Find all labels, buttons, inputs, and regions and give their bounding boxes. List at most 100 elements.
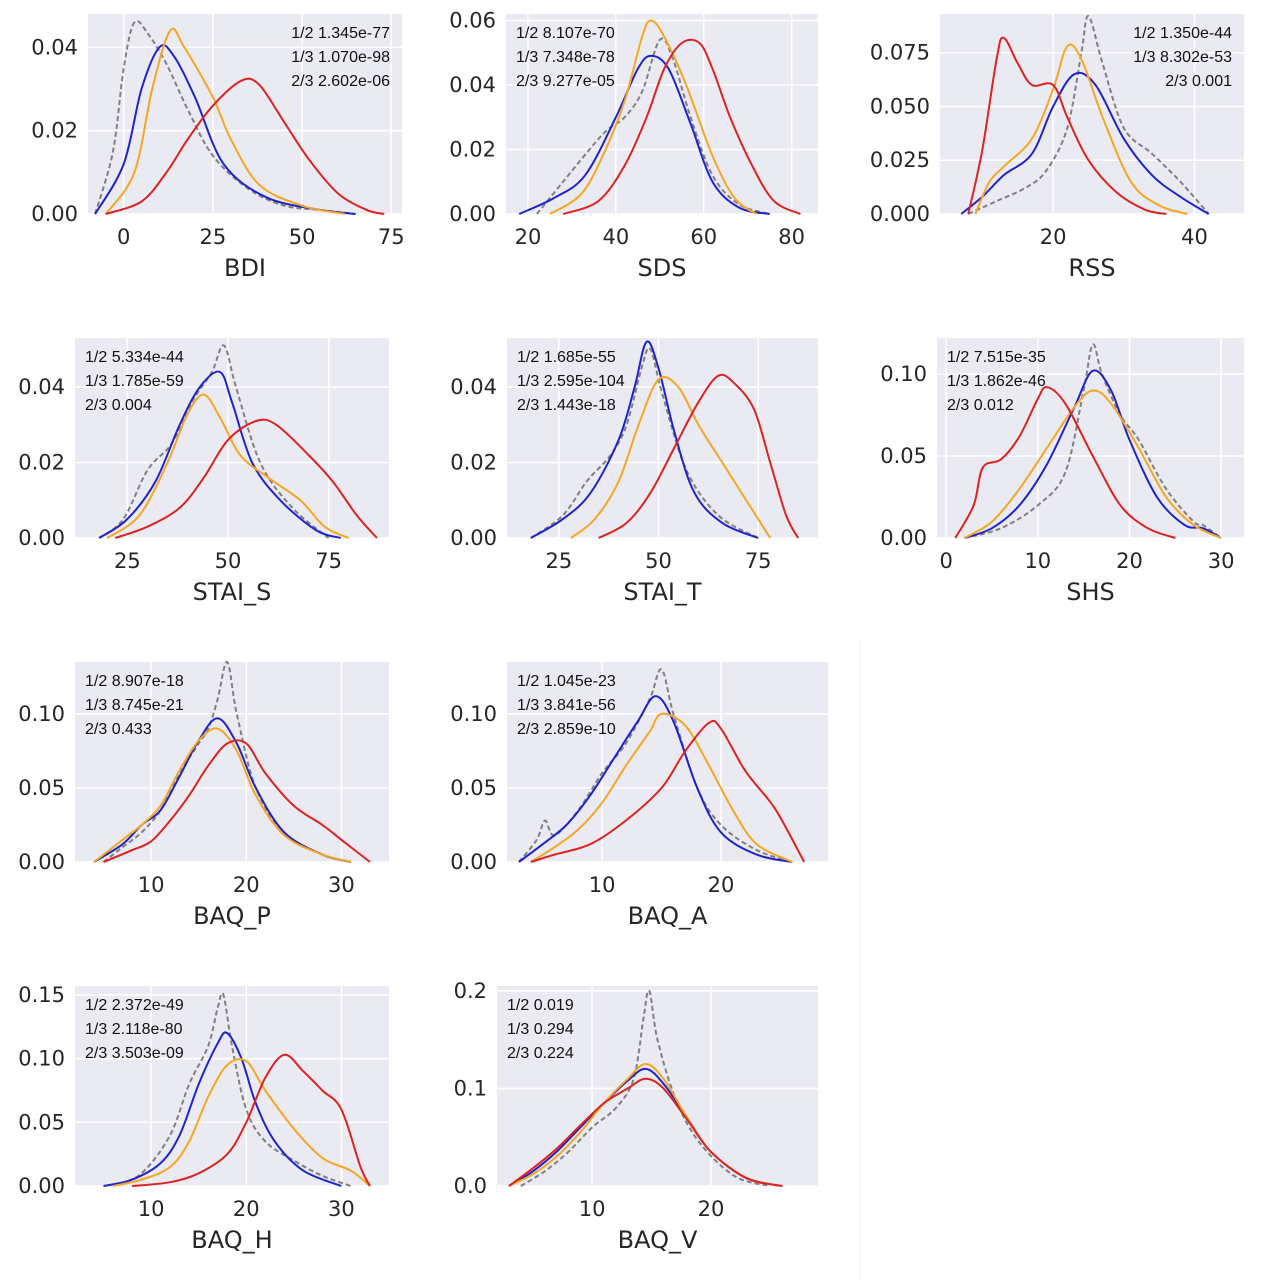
pvalue-annotation: 1/2 1.345e-77 (291, 25, 390, 42)
plot-area (937, 338, 1244, 538)
density-curve-g3 (562, 38, 801, 215)
x-tick-label: 25 (114, 549, 141, 573)
x-tick-label: 20 (698, 1197, 725, 1221)
density-curve-g0 (518, 668, 793, 863)
density-curve-g2 (104, 27, 346, 215)
y-tick-label: 0.10 (450, 702, 497, 726)
y-tick-label: 0.00 (449, 202, 496, 226)
pvalue-annotation: 2/3 2.859e-10 (517, 721, 616, 738)
y-tick-label: 0.02 (31, 119, 78, 143)
y-tick-label: 0.05 (18, 776, 65, 800)
pvalue-annotation: 2/3 3.503e-09 (85, 1045, 184, 1062)
x-tick-label: 20 (708, 873, 735, 897)
chart-baq_p: 10 20 30 0.00 0.05 0.10 1/2 8.907e-18 1/3 8.745… (18, 660, 389, 930)
chart-rss: 20 40 0.000 0.025 0.050 0.075 1/2 1.350e-44 1/3… (870, 14, 1244, 282)
x-axis-label: BAQ_V (618, 1226, 698, 1254)
density-curve-g0 (98, 344, 330, 539)
x-tick-label: 20 (233, 873, 260, 897)
pvalue-annotation: 2/3 9.277e-05 (516, 73, 615, 90)
density-curve-g2 (530, 712, 793, 863)
y-tick-label: 0.025 (870, 148, 930, 172)
x-axis-label: BAQ_P (193, 902, 271, 930)
y-tick-label: 0.05 (18, 1110, 65, 1134)
density-curve-g2 (549, 19, 758, 215)
y-tick-label: 0.02 (450, 451, 497, 475)
chart-baq_a: 10 20 0.00 0.05 0.10 1/2 1.045e-23 1/3 3.841e-… (450, 662, 828, 930)
chart-sds: 20 40 60 80 0.00 0.02 0.04 0.06 1/2 8.107e-70 1/3… (449, 8, 818, 282)
plot-area (507, 662, 828, 862)
density-curve-g0 (520, 989, 771, 1187)
density-curve-g0 (530, 346, 759, 539)
density-curve-g1 (960, 71, 1210, 215)
x-tick-label: 30 (328, 873, 355, 897)
density-curve-g1 (98, 370, 342, 539)
x-tick-label: 10 (138, 873, 165, 897)
y-tick-label: 0.04 (31, 35, 78, 59)
density-curve-g2 (963, 389, 1222, 539)
x-tick-label: 20 (515, 225, 542, 249)
plot-area (497, 986, 818, 1186)
pvalue-annotation: 1/2 7.515e-35 (947, 349, 1046, 366)
pvalue-annotation: 2/3 1.443e-18 (517, 397, 616, 414)
y-tick-label: 0.00 (18, 1174, 65, 1198)
density-curve-g2 (974, 43, 1188, 215)
x-tick-label: 75 (315, 549, 342, 573)
x-tick-label: 60 (690, 225, 717, 249)
pvalue-annotation: 1/3 2.595e-104 (517, 373, 625, 390)
x-tick-label: 0 (117, 225, 130, 249)
density-curve-g3 (103, 739, 371, 863)
pvalue-annotation: 1/3 0.294 (507, 1021, 574, 1038)
y-tick-label: 0.10 (18, 1047, 65, 1071)
density-curve-g1 (530, 340, 759, 539)
pvalue-annotation: 1/2 8.107e-70 (516, 25, 615, 42)
density-curve-g0 (112, 992, 352, 1187)
density-curve-g3 (530, 719, 806, 863)
y-tick-label: 0.02 (449, 137, 496, 161)
y-tick-label: 0.2 (454, 979, 487, 1003)
pvalue-annotation: 1/3 2.118e-80 (85, 1021, 183, 1038)
pvalue-annotation: 2/3 0.433 (85, 721, 152, 738)
pvalue-annotation: 1/3 1.070e-98 (291, 49, 390, 66)
x-tick-label: 40 (1181, 225, 1208, 249)
y-tick-label: 0.05 (450, 776, 497, 800)
density-curve-g2 (570, 375, 772, 539)
x-tick-label: 10 (579, 1197, 606, 1221)
pvalue-annotation: 2/3 0.224 (507, 1045, 574, 1062)
pvalue-annotation: 1/3 8.745e-21 (85, 697, 184, 714)
x-tick-label: 10 (1024, 549, 1051, 573)
chart-baq_v: 10 20 0.0 0.1 0.2 1/2 0.019 1/3 0.294 2/3 0.224… (454, 979, 818, 1254)
x-axis-label: BAQ_H (191, 1226, 272, 1254)
x-axis-label: STAI_T (623, 578, 702, 606)
x-tick-label: 25 (545, 549, 572, 573)
density-curve-g3 (598, 373, 799, 539)
density-curve-g0 (967, 15, 1210, 215)
y-tick-label: 0.10 (18, 702, 65, 726)
pvalue-annotation: 2/3 0.001 (1165, 73, 1232, 90)
density-curve-g1 (94, 44, 356, 215)
density-curve-g0 (94, 19, 356, 215)
y-tick-label: 0.04 (18, 375, 65, 399)
density-curve-g0 (536, 37, 770, 215)
y-tick-label: 0.0 (454, 1174, 487, 1198)
density-curve-g3 (508, 1077, 783, 1187)
plot-area (75, 986, 389, 1186)
density-curve-g1 (103, 1031, 342, 1187)
y-tick-label: 0.00 (31, 202, 78, 226)
pvalue-annotation: 2/3 2.602e-06 (291, 73, 390, 90)
pvalue-annotation: 1/3 8.302e-53 (1133, 49, 1232, 66)
y-tick-label: 0.04 (449, 73, 496, 97)
x-tick-label: 25 (200, 225, 227, 249)
x-tick-label: 50 (215, 549, 242, 573)
y-tick-label: 0.1 (454, 1076, 487, 1100)
plot-area (940, 14, 1244, 214)
plot-area (507, 338, 818, 538)
pvalue-annotation: 1/2 1.685e-55 (517, 349, 616, 366)
y-tick-label: 0.05 (880, 444, 927, 468)
x-tick-label: 0 (939, 549, 952, 573)
y-tick-label: 0.00 (18, 850, 65, 874)
x-tick-label: 10 (589, 873, 616, 897)
y-tick-label: 0.00 (450, 526, 497, 550)
density-curve-g3 (954, 386, 1176, 539)
density-curve-g2 (112, 1057, 371, 1187)
